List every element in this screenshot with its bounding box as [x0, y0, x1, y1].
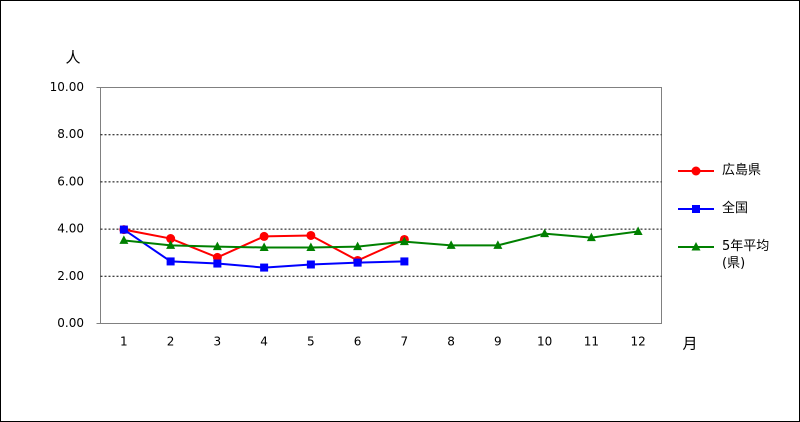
point — [399, 236, 409, 246]
x-tick-label: 1 — [120, 335, 128, 349]
point — [692, 205, 700, 213]
y-tick-label: 2.00 — [57, 269, 84, 283]
point — [259, 242, 269, 252]
x-tick-label: 12 — [630, 335, 645, 349]
x-tick-label: 8 — [447, 335, 455, 349]
point — [259, 231, 269, 241]
point — [166, 234, 176, 244]
x-tick-label: 2 — [167, 335, 175, 349]
point — [586, 232, 596, 242]
point — [119, 225, 128, 234]
point — [400, 257, 409, 266]
x-axis-label: 月 — [682, 335, 697, 353]
point — [119, 235, 129, 244]
point — [260, 263, 269, 272]
x-tick-label: 4 — [260, 335, 268, 349]
y-axis-label: 人 — [65, 49, 80, 67]
x-tick-label: 9 — [494, 335, 502, 349]
point — [493, 240, 503, 249]
legend-label: 広島県 — [722, 163, 762, 178]
y-tick-label: 8.00 — [57, 127, 84, 141]
x-tick-label: 11 — [584, 335, 599, 349]
x-tick-label: 3 — [214, 335, 222, 349]
x-tick-label: 6 — [354, 335, 362, 349]
point — [306, 230, 316, 240]
point — [353, 258, 362, 267]
y-tick-label: 0.00 — [57, 316, 84, 330]
legend-label: 全国 — [722, 201, 749, 216]
point — [691, 242, 701, 251]
y-tick-label: 10.00 — [50, 80, 84, 94]
x-tick-label: 5 — [307, 335, 315, 349]
y-tick-label: 6.00 — [57, 174, 84, 188]
point — [446, 240, 456, 249]
series-line — [123, 230, 639, 249]
legend-label: 5年平均(県) — [722, 239, 770, 271]
x-tick-label: 7 — [401, 335, 409, 349]
point — [166, 240, 176, 249]
point — [166, 257, 175, 266]
legend-entry: 全国 — [722, 201, 749, 216]
legend-entry: 5年平均(県) — [722, 239, 770, 271]
point — [633, 226, 643, 235]
point — [306, 242, 316, 252]
x-tick-label: 10 — [537, 335, 552, 349]
point — [540, 228, 550, 238]
point — [212, 241, 222, 251]
point — [691, 166, 701, 176]
point — [213, 259, 222, 268]
legend-entry: 広島県 — [722, 163, 762, 178]
point — [353, 241, 363, 251]
plot-area — [100, 87, 662, 324]
point — [306, 260, 315, 269]
y-tick-label: 4.00 — [57, 222, 84, 236]
